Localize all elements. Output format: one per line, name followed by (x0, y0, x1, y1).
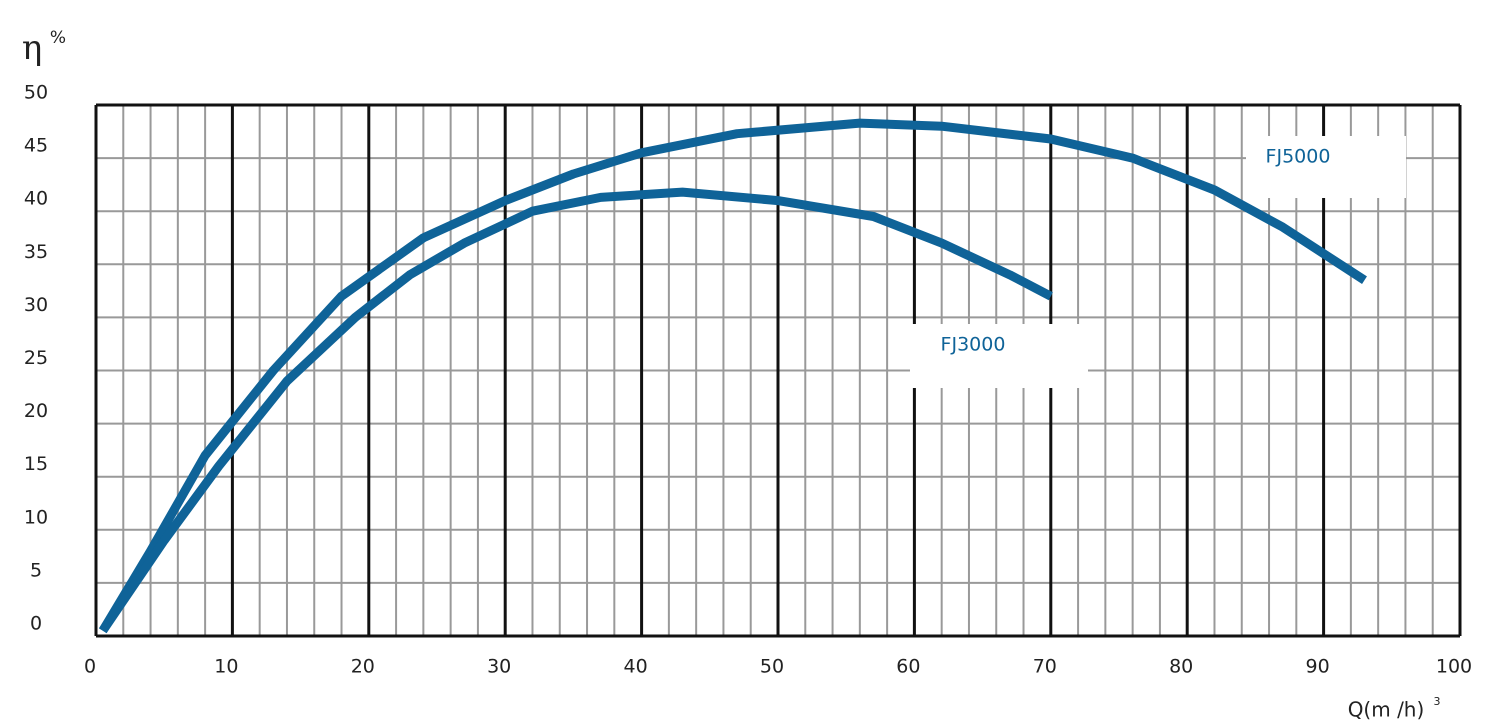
series-label-box (910, 324, 1088, 388)
y-axis-unit: % (50, 28, 66, 48)
x-tick-label: 20 (351, 656, 375, 678)
x-tick-label: 80 (1169, 656, 1193, 678)
x-axis-label: Q(m /h) (1348, 698, 1425, 722)
y-tick-label: 40 (24, 188, 48, 210)
series-label-box (1246, 136, 1406, 198)
y-tick-label: 10 (24, 506, 48, 528)
x-tick-label: 100 (1436, 656, 1472, 678)
x-tick-label: 10 (214, 656, 238, 678)
y-tick-label: 50 (24, 82, 48, 104)
y-tick-label: 30 (24, 294, 48, 316)
series-line (99, 187, 1053, 634)
series-label: FJ5000 (1266, 146, 1331, 168)
y-tick-label: 35 (24, 241, 48, 263)
x-tick-label: 30 (487, 656, 511, 678)
y-tick-label: 25 (24, 347, 48, 369)
y-tick-label: 5 (30, 559, 42, 581)
y-tick-label: 45 (24, 135, 48, 157)
x-tick-label: 70 (1033, 656, 1057, 678)
x-tick-label: 90 (1306, 656, 1330, 678)
y-axis-label: η (22, 28, 42, 68)
y-tick-label: 15 (24, 453, 48, 475)
x-tick-label: 40 (624, 656, 648, 678)
y-tick-label: 0 (30, 613, 42, 635)
x-tick-label: 50 (760, 656, 784, 678)
x-tick-label: 60 (896, 656, 920, 678)
y-tick-label: 20 (24, 400, 48, 422)
x-tick-label: 0 (84, 656, 96, 678)
x-axis-label-superscript: 3 (1434, 695, 1441, 708)
series-line (98, 118, 1367, 634)
series-label: FJ3000 (941, 334, 1006, 356)
